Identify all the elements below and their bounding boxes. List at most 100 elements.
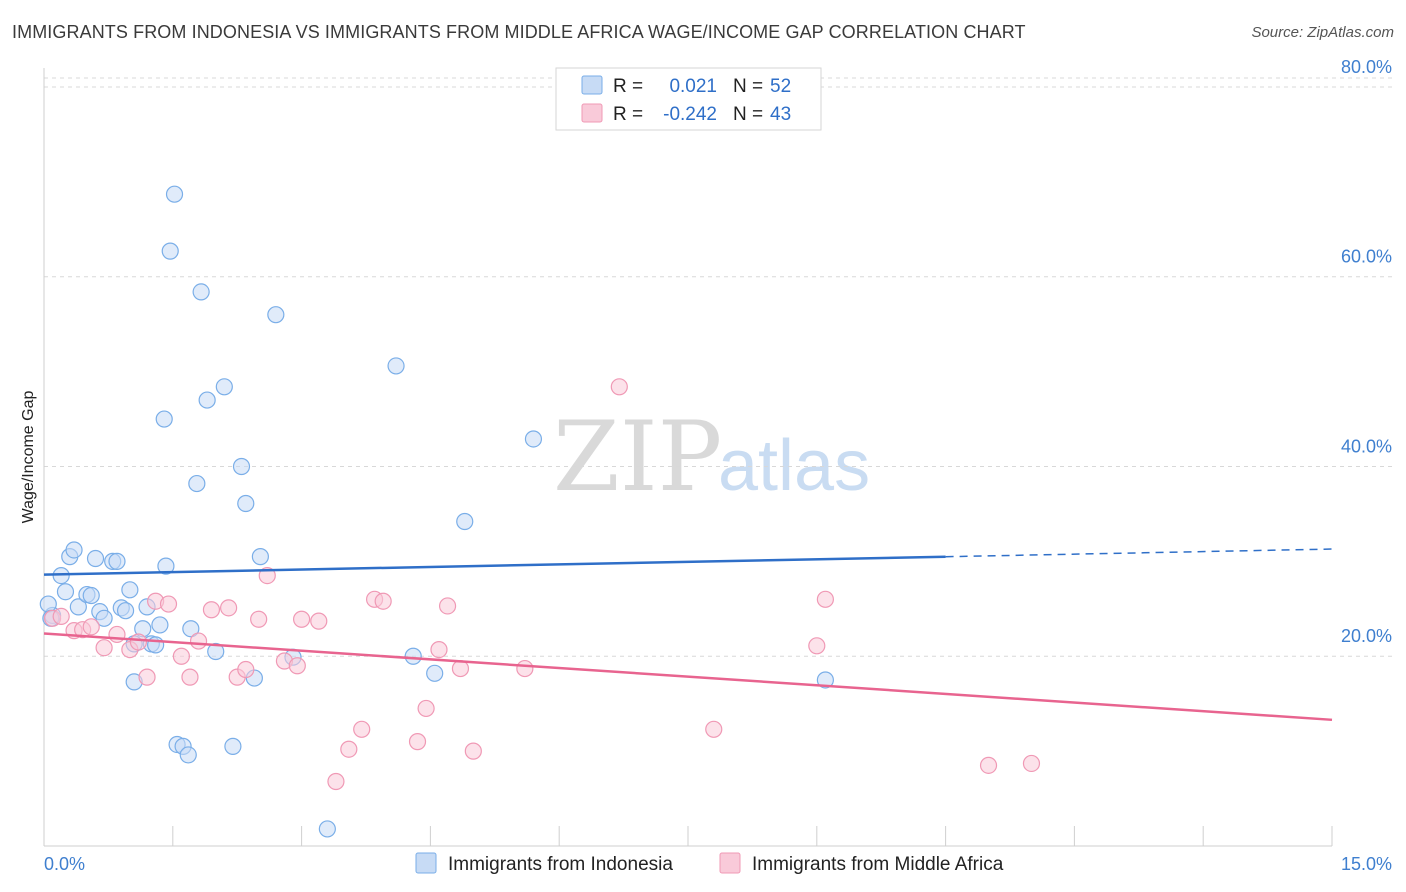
watermark: ZIP atlas (553, 401, 870, 513)
y-tick-label: 40.0% (1341, 436, 1392, 456)
source-credit: Source: ZipAtlas.com (1251, 24, 1394, 41)
data-point (979, 756, 998, 774)
data-point (82, 618, 100, 636)
legend-r-value-2: -0.242 (663, 104, 717, 125)
data-point (516, 659, 534, 678)
data-point (189, 632, 208, 650)
x-tick-label-min: 0.0% (44, 854, 85, 874)
legend-r-value-1: 0.021 (669, 76, 717, 97)
data-point (138, 668, 156, 686)
data-point (816, 590, 834, 608)
watermark-zip: ZIP (553, 401, 722, 513)
trend-line-indonesia (43, 555, 946, 576)
data-point (808, 637, 826, 655)
data-point (224, 737, 242, 755)
series-legend-swatch-middle-africa (719, 852, 741, 874)
data-point (430, 641, 448, 659)
data-point (610, 378, 628, 396)
trend-line-indonesia-extension (945, 548, 1333, 558)
data-point (237, 494, 255, 513)
data-point (374, 592, 392, 610)
series-legend-label-indonesia: Immigrants from Indonesia (448, 854, 673, 875)
trend-line-middle-africa (43, 632, 1333, 722)
series-legend-swatch-indonesia (415, 852, 437, 874)
trend-lines (43, 548, 1333, 722)
x-tick-marks (43, 826, 1333, 846)
data-point (192, 283, 210, 301)
data-point (417, 699, 435, 718)
x-tick-label-max: 15.0% (1341, 854, 1392, 874)
legend-swatch-indonesia (581, 75, 603, 95)
data-point (327, 772, 345, 791)
series-legend-label-middle-africa: Immigrants from Middle Africa (752, 854, 1004, 875)
data-point (215, 378, 233, 396)
data-point (188, 474, 206, 493)
series-middle-africa-points (43, 378, 1041, 791)
data-point (56, 583, 75, 601)
data-point (318, 820, 336, 838)
data-point (258, 566, 276, 585)
data-point (129, 633, 148, 651)
data-point (65, 541, 83, 559)
series-legend: Immigrants from Indonesia Immigrants fro… (415, 852, 1004, 875)
data-point (705, 720, 723, 738)
data-point (202, 601, 221, 619)
data-point (250, 610, 268, 628)
legend-n-value-2: 43 (770, 104, 791, 125)
data-point (95, 639, 113, 657)
legend-r-label-2: R = (613, 104, 643, 125)
legend-n-label-2: N = (733, 104, 763, 125)
data-point (524, 430, 543, 448)
data-point (464, 742, 482, 760)
data-point (157, 557, 175, 575)
data-point (438, 597, 457, 615)
data-point (151, 616, 169, 634)
legend-swatch-middle-africa (581, 103, 603, 123)
data-point (816, 671, 834, 689)
data-point (182, 620, 200, 638)
data-point (121, 581, 139, 599)
data-point (404, 647, 422, 665)
data-point (288, 657, 306, 675)
data-point (69, 598, 87, 616)
data-point (237, 660, 255, 679)
data-point (179, 746, 197, 764)
data-point (155, 410, 173, 428)
stats-legend: R = 0.021 N = 52 R = -0.242 N = 43 (555, 67, 822, 131)
x-tick-labels: 0.0% 15.0% (44, 854, 1392, 874)
data-point (108, 552, 126, 570)
data-point (95, 609, 113, 627)
legend-n-value-1: 52 (770, 76, 791, 97)
data-point (39, 595, 57, 613)
y-axis-label: Wage/Income Gap (20, 391, 37, 524)
data-point (165, 185, 184, 203)
y-tick-label: 20.0% (1341, 626, 1392, 646)
y-tick-label: 80.0% (1341, 57, 1392, 77)
data-point (293, 610, 311, 628)
data-point (1022, 754, 1041, 773)
data-point (310, 612, 328, 630)
data-point (340, 740, 358, 758)
data-point (353, 720, 371, 738)
data-point (161, 242, 179, 260)
data-point (181, 668, 199, 686)
data-point (116, 602, 135, 620)
data-point (198, 391, 216, 409)
data-point (426, 664, 444, 682)
data-point (387, 357, 405, 375)
data-point (82, 586, 100, 605)
data-point (232, 457, 251, 476)
data-point (86, 549, 105, 568)
data-point (52, 607, 70, 625)
legend-n-label-1: N = (733, 76, 763, 97)
y-tick-label: 60.0% (1341, 247, 1392, 267)
data-point (251, 548, 269, 566)
data-point (172, 647, 190, 665)
chart-title: IMMIGRANTS FROM INDONESIA VS IMMIGRANTS … (12, 22, 1026, 42)
data-point (108, 625, 126, 644)
data-point (456, 512, 474, 531)
data-point (207, 642, 225, 661)
legend-r-label-1: R = (613, 76, 643, 97)
data-point (220, 599, 238, 617)
